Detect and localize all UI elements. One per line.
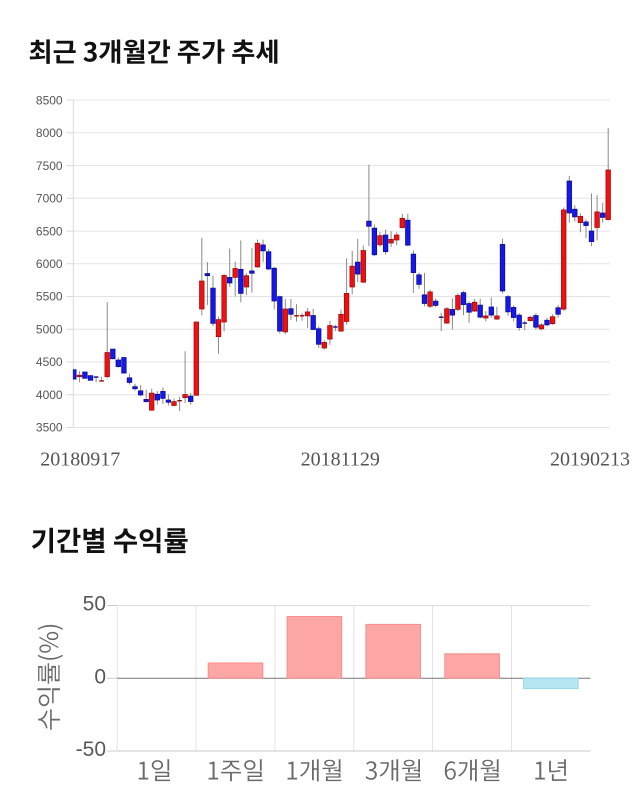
svg-text:4000: 4000: [36, 388, 63, 402]
svg-text:-50: -50: [76, 738, 106, 761]
svg-text:3500: 3500: [36, 421, 63, 435]
svg-text:50: 50: [83, 593, 106, 616]
svg-text:6000: 6000: [36, 257, 63, 271]
svg-text:6500: 6500: [36, 224, 63, 238]
svg-text:7000: 7000: [36, 192, 63, 206]
svg-text:7500: 7500: [36, 159, 63, 173]
svg-text:20180917: 20180917: [40, 449, 120, 471]
svg-text:5000: 5000: [36, 323, 63, 337]
svg-text:5500: 5500: [36, 290, 63, 304]
svg-text:20190213: 20190213: [550, 449, 630, 471]
svg-text:4500: 4500: [36, 355, 63, 369]
svg-text:8500: 8500: [36, 93, 63, 107]
svg-text:8000: 8000: [36, 126, 63, 140]
svg-text:0: 0: [94, 665, 106, 688]
svg-text:20181129: 20181129: [301, 449, 380, 471]
